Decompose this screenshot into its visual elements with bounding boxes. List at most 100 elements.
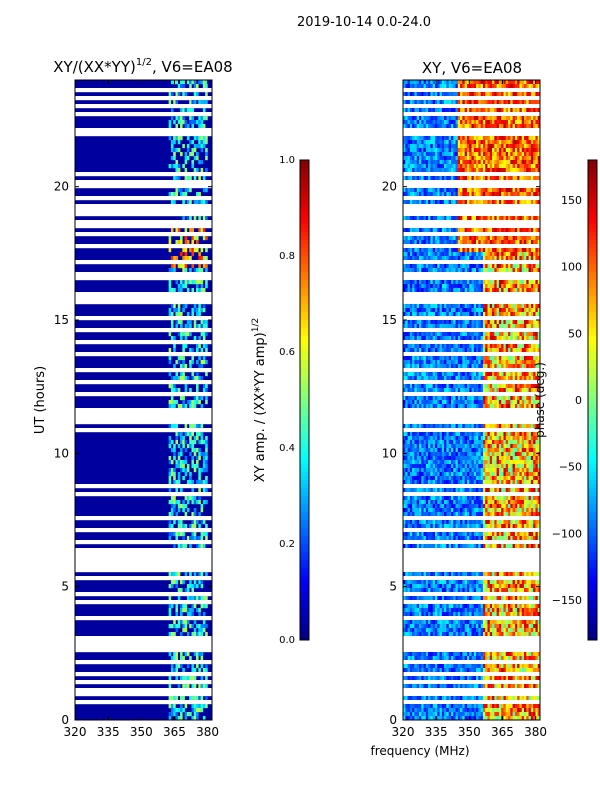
panel2-cell xyxy=(428,288,431,293)
panel2-cell xyxy=(533,192,536,197)
panel2-cell xyxy=(407,312,411,317)
panel2-cell xyxy=(455,236,459,241)
panel2-cell xyxy=(485,124,488,129)
panel2-cell xyxy=(464,152,468,157)
panel2-cell xyxy=(437,160,440,165)
panel2-cell xyxy=(437,100,440,105)
panel2-cell xyxy=(519,176,523,181)
panel2-cell xyxy=(519,216,523,221)
panel1-cell xyxy=(191,480,195,485)
panel2-cell xyxy=(464,140,468,145)
colorbar1-label-sup: 1/2 xyxy=(251,318,261,332)
panel2-cell xyxy=(469,188,472,193)
panel2-cell xyxy=(446,372,449,377)
panel2-cell xyxy=(464,100,468,105)
panel2-cell xyxy=(403,256,406,261)
panel2-cell xyxy=(487,468,491,473)
panel1-cell xyxy=(173,304,176,309)
panel2-cell xyxy=(485,176,488,181)
panel2-cell xyxy=(418,252,422,257)
panel2-cell xyxy=(455,344,459,349)
panel2-cell xyxy=(508,100,511,105)
panel1-cell xyxy=(200,596,204,601)
panel2-cell xyxy=(492,240,495,245)
panel2-cell xyxy=(512,348,516,353)
panel2-cell xyxy=(535,216,539,221)
panel2-cell xyxy=(498,312,502,317)
panel2-cell xyxy=(503,460,507,465)
panel2-cell xyxy=(482,400,486,405)
panel2-cell xyxy=(494,356,497,361)
panel2-cell xyxy=(460,284,463,289)
panel1-cell xyxy=(202,468,206,473)
panel2-cell xyxy=(405,92,408,97)
panel1-cell xyxy=(191,404,195,409)
panel2-cell xyxy=(476,192,479,197)
panel2-cell xyxy=(434,228,438,233)
panel2-cell xyxy=(444,228,447,233)
panel2-cell xyxy=(535,284,539,289)
panel2-cell xyxy=(412,120,415,125)
panel2-cell xyxy=(448,164,452,169)
panel2-cell xyxy=(439,280,443,285)
panel1-cell xyxy=(196,596,199,601)
panel1-cell xyxy=(175,324,179,329)
panel2-cell xyxy=(496,240,500,245)
panel2-cell xyxy=(478,140,481,145)
panel2-cell xyxy=(403,108,406,113)
panel1-cell xyxy=(180,288,183,293)
panel1-cell xyxy=(198,344,201,349)
panel2-cell xyxy=(514,336,518,341)
panel2-cell xyxy=(489,312,493,317)
panel2-cell xyxy=(428,336,431,341)
colorbar-segment xyxy=(300,360,309,365)
panel2-cell xyxy=(423,384,427,389)
panel2-cell xyxy=(446,120,449,125)
panel2-cell xyxy=(503,284,507,289)
panel2-cell xyxy=(537,280,541,285)
panel2-cell xyxy=(492,348,495,353)
panel2-cell xyxy=(412,264,415,269)
panel1-cell xyxy=(168,696,172,701)
panel2-cell xyxy=(469,200,472,205)
panel1-cell xyxy=(168,704,172,709)
panel2-cell xyxy=(473,92,477,97)
panel2-cell xyxy=(450,284,454,289)
panel2-cell xyxy=(448,152,452,157)
panel1-cell xyxy=(189,188,192,193)
panel2-cell xyxy=(416,320,420,325)
panel2-cell xyxy=(512,396,516,401)
panel2-cell xyxy=(535,356,539,361)
panel2-cell xyxy=(476,168,479,173)
panel2-cell xyxy=(469,148,472,153)
panel2-cell xyxy=(425,284,429,289)
panel2-cell xyxy=(432,216,436,221)
panel1-cell xyxy=(182,84,185,89)
panel2-cell xyxy=(403,236,406,241)
panel2-cell xyxy=(407,116,411,121)
panel1-cell xyxy=(196,284,199,289)
colorbar-segment xyxy=(300,200,309,205)
panel1-cell xyxy=(202,264,206,269)
panel2-cell xyxy=(505,144,509,149)
panel2-cell xyxy=(405,324,408,329)
panel1-cell xyxy=(177,500,181,505)
panel2-cell xyxy=(432,176,436,181)
panel1-cell xyxy=(196,360,199,365)
panel2-cell xyxy=(492,324,495,329)
panel1-cell xyxy=(175,388,179,393)
panel2-cell xyxy=(535,164,539,169)
panel2-cell xyxy=(469,228,472,233)
panel2-cell xyxy=(448,404,452,409)
panel2-cell xyxy=(439,120,443,125)
panel2-cell xyxy=(441,356,445,361)
panel2-cell xyxy=(409,164,413,169)
panel2-cell xyxy=(471,80,475,85)
panel2-cell xyxy=(521,348,525,353)
panel2-cell xyxy=(485,84,488,89)
panel2-cell xyxy=(494,348,497,353)
panel2-cell xyxy=(403,280,406,285)
panel2-cell xyxy=(519,324,523,329)
panel2-cell xyxy=(510,452,513,457)
panel2-cell xyxy=(471,164,475,169)
